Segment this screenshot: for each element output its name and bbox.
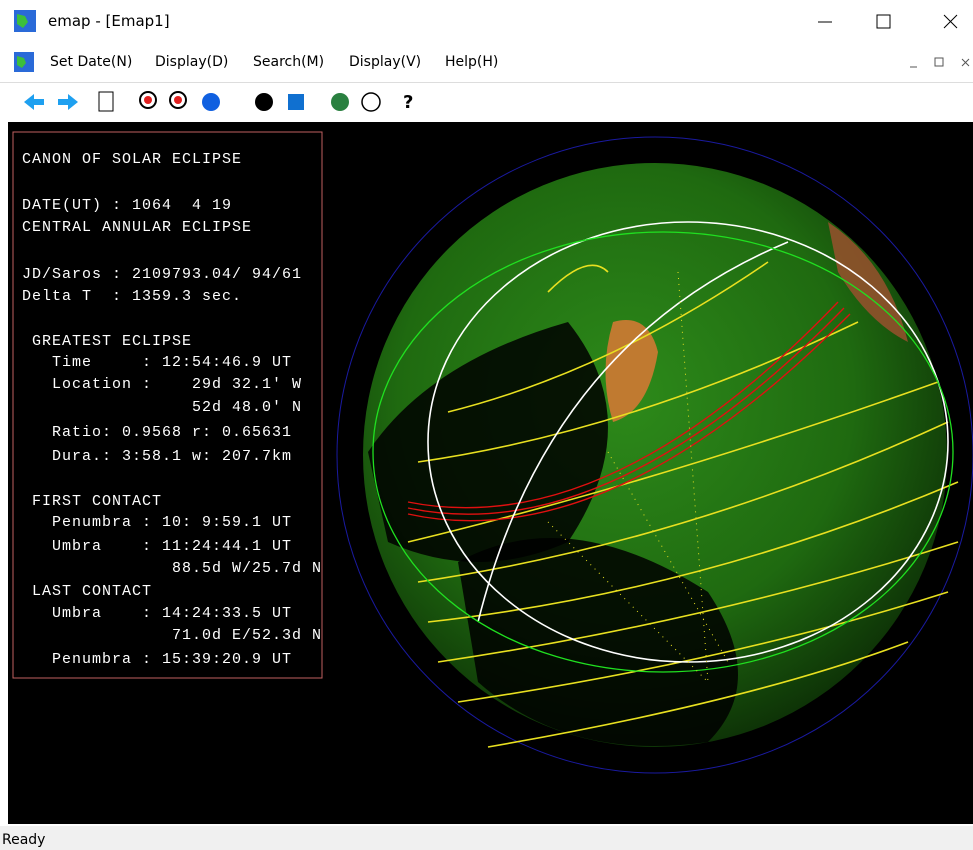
menu-bar: Set Date(N) Display(D) Search(M) Display(V)…	[0, 50, 973, 76]
globe-button[interactable]	[202, 93, 220, 111]
panel-line: GREATEST ECLIPSE	[22, 333, 192, 350]
panel-line: 52d 48.0' N	[22, 399, 302, 416]
zoom-in-mark	[144, 96, 152, 104]
map-canvas: CANON OF SOLAR ECLIPSE DATE(UT) : 1064 4 …	[12, 131, 973, 774]
panel-line: CANON OF SOLAR ECLIPSE	[22, 151, 242, 168]
menu-item[interactable]: Set Date(N)	[50, 54, 133, 70]
forward-button[interactable]	[58, 94, 78, 110]
doc-icon-land	[17, 56, 26, 68]
zoom-out-mark	[174, 96, 182, 104]
time-lines	[547, 271, 729, 683]
panel-line: Delta T : 1359.3 sec.	[22, 288, 242, 305]
info-panel: CANON OF SOLAR ECLIPSE DATE(UT) : 1064 4 …	[22, 151, 322, 668]
menu-item[interactable]: Display(V)	[349, 54, 422, 70]
panel-line: Location : 29d 32.1' W	[22, 376, 302, 393]
title-bar: emap - [Emap1]	[0, 0, 973, 44]
circle-button[interactable]	[361, 92, 381, 112]
panel-line: JD/Saros : 2109793.04/ 94/61	[22, 266, 302, 283]
menu-item[interactable]: Display(D)	[155, 54, 229, 70]
map-view: CANON OF SOLAR ECLIPSE DATE(UT) : 1064 4 …	[8, 122, 973, 824]
menu-icons	[14, 52, 970, 72]
close-button[interactable]	[943, 14, 958, 29]
menu-item[interactable]: Search(M)	[253, 54, 325, 70]
help-button[interactable]: ?	[403, 92, 413, 113]
menu-item[interactable]: Help(H)	[445, 54, 499, 70]
ocean	[458, 538, 738, 746]
back-button[interactable]	[24, 94, 44, 110]
panel-line: Ratio: 0.9568 r: 0.65631	[22, 424, 292, 441]
toolbar: ?	[0, 82, 973, 121]
app-icon-land	[17, 14, 28, 28]
panel-line: Dura.: 3:58.1 w: 207.7km	[22, 448, 292, 465]
panel-line: LAST CONTACT	[22, 583, 152, 600]
highlands	[828, 222, 908, 342]
panel-line: Penumbra : 15:39:20.9 UT	[22, 651, 292, 668]
map-button[interactable]	[288, 94, 304, 110]
mdi-restore[interactable]	[934, 57, 944, 67]
horizon-circle	[336, 136, 973, 774]
panel-line: Umbra : 14:24:33.5 UT	[22, 605, 292, 622]
status-bar: Ready	[0, 826, 973, 850]
info-panel-border	[12, 131, 323, 679]
title-icons	[14, 10, 958, 32]
ocean	[368, 322, 608, 562]
limit-curve	[477, 241, 789, 623]
panel-line: Time : 12:54:46.9 UT	[22, 354, 292, 371]
central-path	[407, 301, 851, 522]
status-text: Ready	[2, 832, 46, 848]
mdi-close[interactable]	[961, 58, 970, 67]
panel-line: DATE(UT) : 1064 4 19	[22, 197, 232, 214]
limit-curve	[427, 221, 949, 663]
panel-line: Umbra : 11:24:44.1 UT	[22, 538, 292, 555]
earth-button[interactable]	[331, 93, 349, 111]
panel-line: FIRST CONTACT	[22, 493, 162, 510]
maximize-button[interactable]	[876, 14, 891, 29]
panel-line: 71.0d E/52.3d N	[22, 627, 322, 644]
panel-line: 88.5d W/25.7d N	[22, 560, 322, 577]
document-button[interactable]	[98, 91, 114, 112]
toolbar-icons: ?	[24, 91, 413, 113]
greenland	[605, 320, 658, 422]
panel-line: CENTRAL ANNULAR ECLIPSE	[22, 219, 252, 236]
window-title: emap - [Emap1]	[48, 12, 170, 30]
panel-line: Penumbra : 10: 9:59.1 UT	[22, 514, 292, 531]
penumbra-curve	[372, 231, 954, 673]
eclipse-button[interactable]	[255, 93, 273, 111]
